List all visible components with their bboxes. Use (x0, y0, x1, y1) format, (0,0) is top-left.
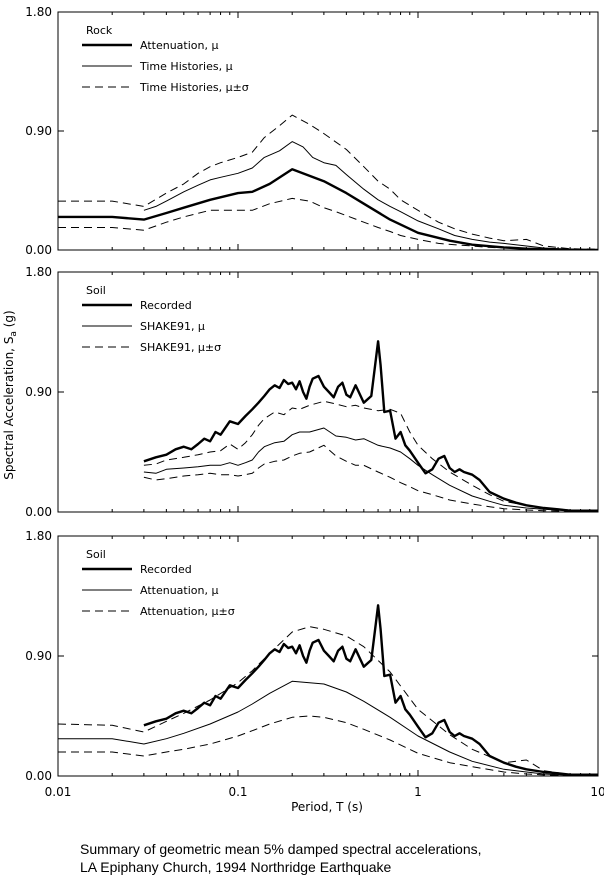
caption-line-2: LA Epiphany Church, 1994 Northridge Eart… (80, 859, 392, 875)
series-line-1 (143, 604, 598, 776)
legend-entry: Time Histories, μ (139, 60, 233, 73)
series-line-4 (143, 444, 598, 512)
y-axis-title: Spectral Acceleration, Sa (g) (2, 310, 19, 479)
y-tick-label: 1.80 (25, 529, 52, 543)
legend-entry: Recorded (140, 563, 192, 576)
caption-line-1: Summary of geometric mean 5% damped spec… (80, 841, 482, 857)
y-tick-label: 1.80 (25, 5, 52, 19)
chart-panel-3: 0.00 0.90 1.80 Soil Recorded Attenuation, μ At… (25, 529, 604, 799)
legend-title: Soil (86, 548, 106, 561)
series-line-2 (58, 680, 598, 776)
x-tick-label: 0.1 (228, 785, 247, 799)
x-axis-title: Period, T (s) (291, 800, 363, 814)
series-line-1 (143, 340, 598, 512)
x-tick-label: 1 (414, 785, 422, 799)
series-line-1 (58, 168, 598, 250)
y-tick-label: 0.90 (25, 649, 52, 663)
legend-entry: Attenuation, μ (140, 584, 218, 597)
legend: Soil Recorded Attenuation, μ Attenuation, μ… (82, 548, 235, 618)
plot-frame (57, 11, 599, 251)
y-tick-label: 0.90 (25, 385, 52, 399)
series-line-2 (143, 427, 598, 512)
series-line-2 (143, 141, 598, 250)
legend-entry: SHAKE91, μ±σ (140, 341, 221, 354)
chart-panel-2: 0.00 0.90 1.80 Soil Recorded SHAKE91, μ SHAKE9… (25, 265, 599, 519)
legend: Soil Recorded SHAKE91, μ SHAKE91, μ±σ (82, 284, 221, 354)
legend-entry: Attenuation, μ±σ (140, 605, 235, 618)
y-axis-title-subscript: a (9, 331, 19, 337)
legend-entry: Recorded (140, 299, 192, 312)
series-line-3 (58, 626, 598, 776)
figure-caption: Summary of geometric mean 5% damped spec… (80, 840, 482, 876)
legend-title: Soil (86, 284, 106, 297)
y-tick-label: 0.00 (25, 769, 52, 783)
y-tick-label: 0.00 (25, 505, 52, 519)
chart-panel-1: 0.00 0.90 1.80 Rock Attenuation, μ Time Histo… (25, 5, 599, 257)
y-tick-label: 0.00 (25, 243, 52, 257)
legend-entry: SHAKE91, μ (140, 320, 205, 333)
x-tick-label: 0.01 (45, 785, 72, 799)
series-line-3 (143, 400, 598, 512)
series-line-4 (58, 715, 598, 776)
series-line-3 (58, 114, 598, 250)
legend-title: Rock (86, 24, 113, 37)
legend: Rock Attenuation, μ Time Histories, μ Time … (82, 24, 249, 94)
y-tick-label: 0.90 (25, 124, 52, 138)
y-axis-title-main: Spectral Acceleration, S (2, 337, 16, 480)
y-tick-label: 1.80 (25, 265, 52, 279)
spectral-acceleration-chart: Spectral Acceleration, Sa (g) Period, T … (2, 5, 604, 814)
series-line-4 (58, 197, 598, 250)
legend-entry: Time Histories, μ±σ (139, 81, 249, 94)
legend-entry: Attenuation, μ (140, 39, 218, 52)
y-axis-title-unit: (g) (2, 310, 16, 331)
x-tick-label: 10 (590, 785, 604, 799)
